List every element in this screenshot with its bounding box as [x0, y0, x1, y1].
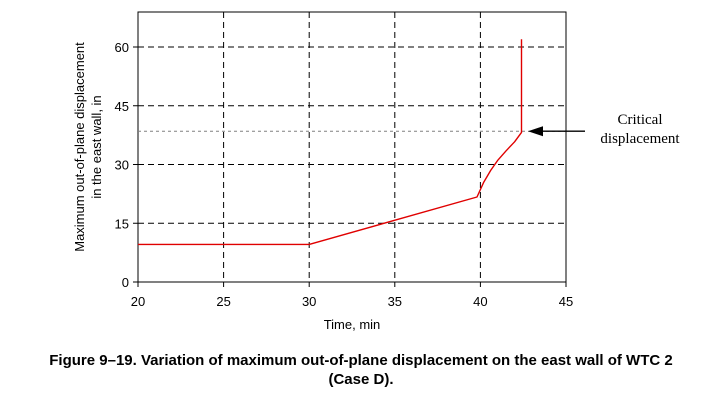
x-tick-label: 35 — [388, 294, 402, 309]
x-tick-label: 30 — [302, 294, 316, 309]
y-tick-label: 0 — [122, 275, 129, 290]
y-tick-label: 45 — [115, 99, 129, 114]
y-tick-labels: 0 15 30 45 60 — [115, 40, 129, 290]
x-tick-label: 40 — [473, 294, 487, 309]
series-group — [138, 39, 523, 246]
x-tick-labels: 20 25 30 35 40 45 — [131, 294, 573, 309]
grid-lines — [138, 12, 566, 282]
figure-caption: Figure 9–19. Variation of maximum out-of… — [0, 351, 722, 389]
chart: 20 25 30 35 40 45 0 15 30 45 60 Time, min Maximum… — [72, 11, 680, 332]
x-tick-label: 25 — [216, 294, 230, 309]
y-tick-label: 60 — [115, 40, 129, 55]
plot-area — [137, 11, 567, 283]
y-tick-label: 15 — [115, 216, 129, 231]
annotation-arrow-head — [528, 126, 543, 137]
caption-line1: Figure 9–19. Variation of maximum out-of… — [49, 352, 673, 369]
y-tick-label: 30 — [115, 158, 129, 173]
x-tick-label: 20 — [131, 294, 145, 309]
annotation-text-line2: displacement — [600, 131, 680, 147]
y-axis-label-line1: Maximum out-of-plane displacement — [72, 42, 87, 252]
annotation-text-line1: Critical — [618, 112, 663, 128]
caption-line2: (Case D). — [328, 371, 394, 388]
ticks — [133, 46, 567, 287]
x-axis-label: Time, min — [324, 317, 381, 332]
x-tick-label: 45 — [559, 294, 573, 309]
y-axis-label: Maximum out-of-plane displacement in the… — [72, 42, 104, 252]
y-axis-label-line2: in the east wall, in — [89, 95, 104, 198]
displacement-series-line — [138, 39, 523, 246]
annotation: Critical displacement — [528, 112, 680, 147]
